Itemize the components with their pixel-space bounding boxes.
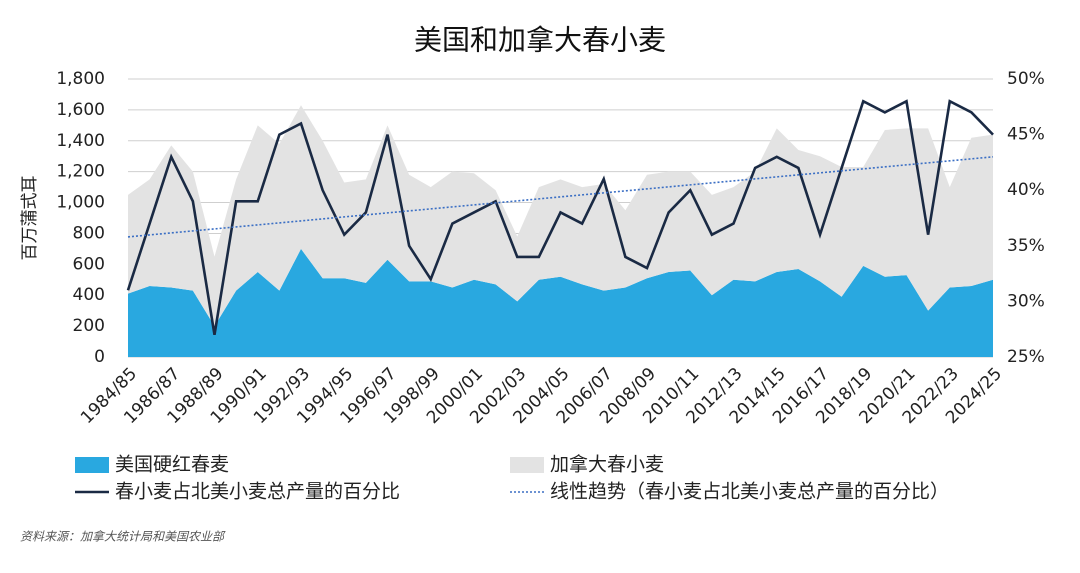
y-tick-label: 1,400 — [56, 131, 105, 151]
legend-swatch — [75, 457, 109, 473]
y-tick-label: 1,800 — [56, 69, 105, 89]
area — [128, 248, 993, 357]
y2-tick-label: 25% — [1007, 347, 1045, 367]
y2-tick-label: 50% — [1007, 69, 1045, 89]
y2-tick-label: 35% — [1007, 236, 1045, 256]
y2-tick-label: 45% — [1007, 125, 1045, 145]
y-tick-label: 200 — [73, 316, 105, 336]
legend-label: 美国硬红春麦 — [115, 454, 229, 476]
source: 资料来源：加拿大统计局和美国农业部 — [20, 530, 226, 544]
area — [128, 105, 993, 327]
y-tick-label: 1,000 — [56, 193, 105, 213]
legend-swatch — [510, 457, 544, 473]
legend-label: 加拿大春小麦 — [550, 453, 664, 476]
y2-tick-label: 30% — [1007, 291, 1045, 311]
y-tick-label: 1,600 — [56, 100, 105, 120]
chart-title: 美国和加拿大春小麦 — [414, 24, 666, 57]
legend-label: 线性趋势（春小麦占北美小麦总产量的百分比） — [550, 481, 949, 503]
y-tick-label: 0 — [94, 347, 105, 367]
y-tick-label: 600 — [73, 254, 105, 274]
y-tick-label: 400 — [73, 285, 105, 305]
y2-tick-label: 40% — [1007, 180, 1045, 200]
line — [126, 99, 994, 335]
y-tick-label: 1,200 — [56, 162, 105, 182]
legend-label: 春小麦占北美小麦总产量的百分比 — [115, 481, 400, 503]
y-tick-label: 800 — [73, 223, 105, 243]
y-axis-label: 百万蒲式耳 — [20, 176, 40, 261]
trend-line — [127, 156, 994, 238]
